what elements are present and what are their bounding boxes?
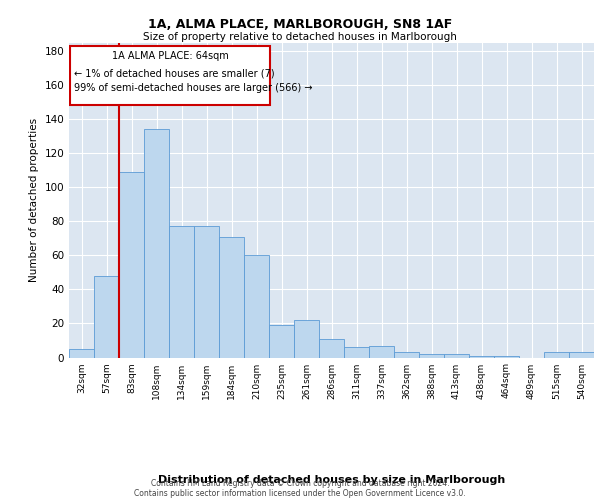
Text: 1A ALMA PLACE: 64sqm: 1A ALMA PLACE: 64sqm: [112, 51, 229, 61]
Bar: [119, 172, 144, 358]
Bar: [219, 236, 244, 358]
Bar: [444, 354, 469, 358]
X-axis label: Distribution of detached houses by size in Marlborough: Distribution of detached houses by size …: [158, 475, 505, 485]
Bar: [169, 226, 194, 358]
Text: 99% of semi-detached houses are larger (566) →: 99% of semi-detached houses are larger (…: [74, 84, 313, 94]
Bar: [144, 130, 169, 358]
FancyBboxPatch shape: [70, 46, 270, 106]
Bar: [319, 339, 344, 357]
Bar: [369, 346, 394, 358]
Bar: [394, 352, 419, 358]
Text: Size of property relative to detached houses in Marlborough: Size of property relative to detached ho…: [143, 32, 457, 42]
Bar: [94, 276, 119, 357]
Text: Contains public sector information licensed under the Open Government Licence v3: Contains public sector information licen…: [134, 488, 466, 498]
Bar: [344, 348, 369, 358]
Bar: [544, 352, 569, 358]
Bar: [494, 356, 519, 358]
Text: 1A, ALMA PLACE, MARLBOROUGH, SN8 1AF: 1A, ALMA PLACE, MARLBOROUGH, SN8 1AF: [148, 18, 452, 30]
Bar: [69, 349, 94, 358]
Bar: [469, 356, 494, 358]
Bar: [569, 352, 594, 358]
Bar: [419, 354, 444, 358]
Bar: [294, 320, 319, 358]
Y-axis label: Number of detached properties: Number of detached properties: [29, 118, 39, 282]
Text: Contains HM Land Registry data © Crown copyright and database right 2024.: Contains HM Land Registry data © Crown c…: [151, 478, 449, 488]
Bar: [269, 325, 294, 358]
Text: ← 1% of detached houses are smaller (7): ← 1% of detached houses are smaller (7): [74, 68, 275, 78]
Bar: [244, 256, 269, 358]
Bar: [194, 226, 219, 358]
